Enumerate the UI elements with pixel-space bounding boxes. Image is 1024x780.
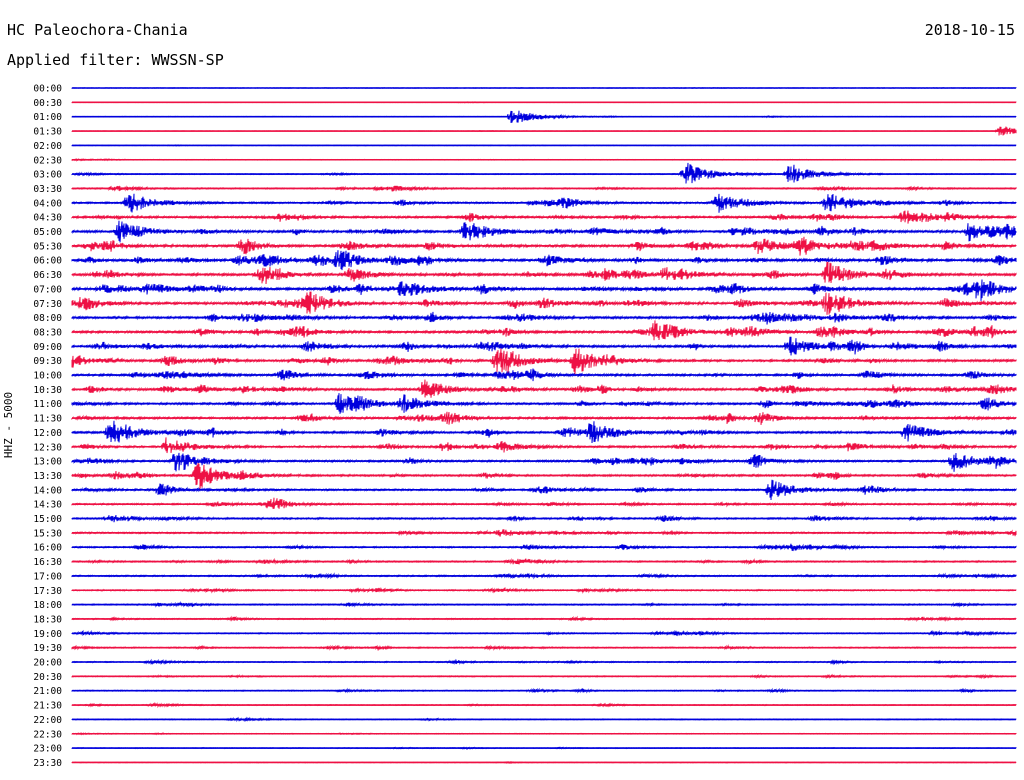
row-time-label: 21:30 bbox=[33, 701, 62, 712]
row-time-label: 17:30 bbox=[33, 586, 62, 597]
station-title: HC Paleochora-Chania bbox=[7, 21, 188, 39]
row-time-label: 15:00 bbox=[33, 514, 62, 525]
row-time-label: 15:30 bbox=[33, 528, 62, 539]
row-time-label: 22:00 bbox=[33, 715, 62, 726]
seismic-trace bbox=[71, 437, 1017, 454]
row-time-label: 03:00 bbox=[33, 170, 62, 181]
row-time-label: 09:00 bbox=[33, 342, 62, 353]
row-time-label: 01:30 bbox=[33, 127, 62, 138]
row-time-label: 21:00 bbox=[33, 686, 62, 697]
seismic-trace bbox=[71, 452, 1017, 472]
row-time-label: 19:30 bbox=[33, 643, 62, 654]
row-time-label: 08:30 bbox=[33, 327, 62, 338]
seismic-trace bbox=[71, 261, 1017, 285]
seismic-trace bbox=[71, 162, 1017, 184]
row-time-label: 04:00 bbox=[33, 198, 62, 209]
seismic-trace bbox=[71, 320, 1017, 341]
row-time-label: 18:30 bbox=[33, 614, 62, 625]
row-time-label: 02:00 bbox=[33, 141, 62, 152]
row-time-label: 16:30 bbox=[33, 557, 62, 568]
row-time-label: 00:30 bbox=[33, 98, 62, 109]
row-time-label: 05:00 bbox=[33, 227, 62, 238]
row-time-label: 13:00 bbox=[33, 457, 62, 468]
row-time-label: 12:30 bbox=[33, 442, 62, 453]
row-time-label: 23:00 bbox=[33, 744, 62, 755]
row-time-label: 19:00 bbox=[33, 629, 62, 640]
row-time-label: 01:00 bbox=[33, 112, 62, 123]
row-time-label: 14:30 bbox=[33, 500, 62, 511]
row-time-label: 08:00 bbox=[33, 313, 62, 324]
row-time-label: 11:00 bbox=[33, 399, 62, 410]
row-time-label: 18:00 bbox=[33, 600, 62, 611]
row-time-label: 07:30 bbox=[33, 299, 62, 310]
row-time-label: 04:30 bbox=[33, 213, 62, 224]
row-time-label: 06:00 bbox=[33, 256, 62, 267]
row-time-label: 11:30 bbox=[33, 414, 62, 425]
row-time-label: 16:00 bbox=[33, 543, 62, 554]
row-time-label: 03:30 bbox=[33, 184, 62, 195]
row-time-label: 12:00 bbox=[33, 428, 62, 439]
row-time-label: 09:30 bbox=[33, 356, 62, 367]
row-time-label: 20:00 bbox=[33, 658, 62, 669]
seismic-trace bbox=[71, 462, 1017, 490]
seismic-trace bbox=[71, 497, 1017, 509]
row-time-label: 00:00 bbox=[33, 84, 62, 95]
date-label: 2018-10-15 bbox=[924, 21, 1015, 39]
seismic-trace bbox=[71, 348, 1017, 375]
filter-label: Applied filter: WWSSN-SP bbox=[7, 51, 224, 69]
row-time-label: 10:00 bbox=[33, 371, 62, 382]
row-time-label: 23:30 bbox=[33, 758, 62, 769]
row-time-label: 06:30 bbox=[33, 270, 62, 281]
row-time-label: 17:00 bbox=[33, 571, 62, 582]
row-time-label: 14:00 bbox=[33, 485, 62, 496]
row-time-label: 05:30 bbox=[33, 241, 62, 252]
row-time-label: 02:30 bbox=[33, 155, 62, 166]
row-time-label: 13:30 bbox=[33, 471, 62, 482]
row-time-label: 20:30 bbox=[33, 672, 62, 683]
row-time-label: 22:30 bbox=[33, 729, 62, 740]
row-time-label: 07:00 bbox=[33, 284, 62, 295]
row-time-label: 10:30 bbox=[33, 385, 62, 396]
